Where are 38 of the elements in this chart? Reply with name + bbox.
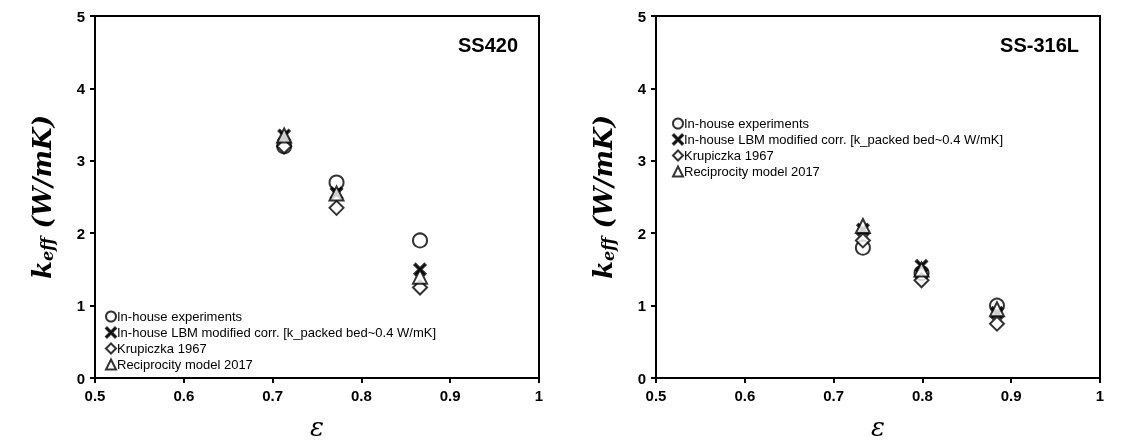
text: SS-316L bbox=[1000, 34, 1080, 56]
x-tick-label: 0.7 bbox=[823, 387, 845, 404]
x-tick-label: 1 bbox=[534, 387, 544, 404]
y-tick-label: 2 bbox=[76, 224, 85, 242]
y-axis-title: keff (W/mK) bbox=[588, 115, 618, 279]
legend-label: In-house LBM modified corr. [k_packed bed~0.4 W/mK] bbox=[684, 132, 1004, 147]
x-tick-label: 0.6 bbox=[173, 387, 195, 404]
y-tick-label: 1 bbox=[76, 297, 85, 315]
y-tick-label: 0 bbox=[76, 369, 85, 387]
y-tick-label: 4 bbox=[76, 79, 86, 97]
legend-label: In-house experiments bbox=[684, 116, 810, 131]
legend-label: Reciprocity model 2017 bbox=[117, 357, 253, 372]
text: SS420 bbox=[457, 34, 519, 56]
x-tick-label: 0.9 bbox=[439, 387, 461, 404]
x-axis-title: ε bbox=[310, 412, 324, 442]
x-tick-label: 1 bbox=[1095, 387, 1105, 404]
y-axis-title: keff (W/mK) bbox=[27, 115, 57, 279]
y-tick-label: 1 bbox=[637, 297, 646, 315]
legend-label: Reciprocity model 2017 bbox=[684, 164, 820, 179]
legend-label: In-house experiments bbox=[117, 309, 243, 324]
x-tick-label: 0.5 bbox=[645, 387, 667, 404]
y-tick-label: 4 bbox=[637, 79, 647, 97]
x-axis-title: ε bbox=[871, 412, 885, 442]
y-tick-label: 5 bbox=[76, 7, 85, 25]
y-tick-label: 2 bbox=[637, 224, 646, 242]
y-tick-label: 0 bbox=[637, 369, 646, 387]
legend-label: Krupiczka 1967 bbox=[117, 341, 207, 356]
x-tick-label: 0.9 bbox=[1000, 387, 1022, 404]
x-tick-label: 0.6 bbox=[734, 387, 756, 404]
legend-label: In-house LBM modified corr. [k_packed bed~0.4 W/mK] bbox=[117, 325, 437, 340]
x-tick-label: 0.8 bbox=[350, 387, 372, 404]
y-tick-label: 3 bbox=[76, 152, 85, 170]
y-tick-label: 3 bbox=[637, 152, 646, 170]
x-tick-label: 0.8 bbox=[911, 387, 933, 404]
legend-label: Krupiczka 1967 bbox=[684, 148, 774, 163]
y-tick-label: 5 bbox=[637, 7, 646, 25]
x-tick-label: 0.7 bbox=[262, 387, 284, 404]
x-tick-label: 0.5 bbox=[84, 387, 106, 404]
